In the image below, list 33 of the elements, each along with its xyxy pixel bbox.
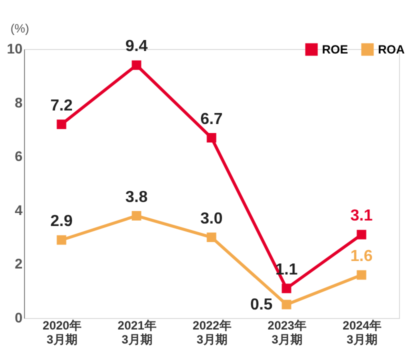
point	[356, 270, 366, 280]
point	[282, 284, 292, 294]
point	[206, 133, 216, 143]
y-tick-label: 8	[14, 94, 23, 110]
y-tick-label: 10	[6, 40, 23, 56]
y-tick-label: 0	[14, 310, 23, 326]
point	[56, 235, 66, 245]
x-tick-label: 2022年 3月期	[192, 318, 232, 346]
point	[132, 211, 142, 221]
y-tick-label: 2	[14, 256, 23, 272]
legend-label: ROE	[322, 42, 348, 57]
data-label: 9.4	[125, 38, 148, 56]
point	[132, 60, 142, 70]
data-label: 6.7	[200, 110, 223, 128]
point	[356, 230, 366, 240]
legend-label: ROA	[378, 42, 405, 57]
x-tick-label: 2021年 3月期	[118, 318, 156, 346]
point	[282, 300, 292, 310]
x-tick-label: 2024年 3月期	[342, 318, 382, 346]
data-label: 3.0	[200, 210, 223, 228]
data-label: 2.9	[50, 212, 73, 230]
y-axis-title: (%)	[10, 22, 30, 36]
y-tick-label: 4	[14, 202, 23, 218]
data-label: 1.6	[350, 248, 373, 265]
data-label: 3.1	[350, 208, 373, 225]
x-tick-label: 2023年 3月期	[268, 318, 306, 346]
x-tick-label: 2020年 3月期	[42, 318, 82, 346]
y-tick-label: 6	[14, 148, 23, 164]
point	[56, 120, 66, 130]
data-label: 3.8	[125, 188, 148, 206]
point	[206, 232, 216, 242]
data-label: 0.5	[250, 296, 273, 314]
data-label: 7.2	[50, 97, 73, 114]
